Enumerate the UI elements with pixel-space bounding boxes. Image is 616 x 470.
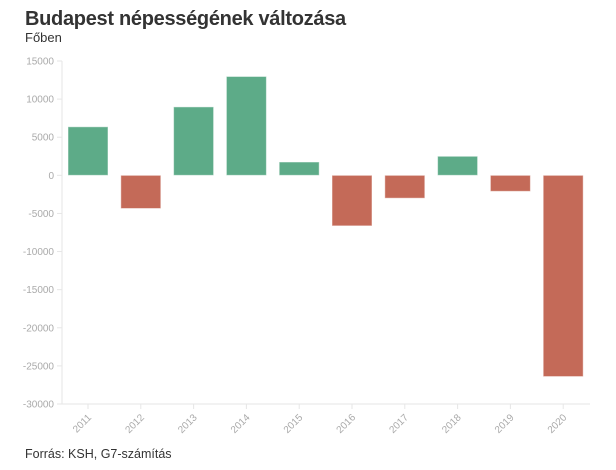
x-tick-label: 2019 [493, 412, 517, 436]
bar-2018 [437, 155, 479, 176]
bar-2013 [173, 106, 215, 176]
x-tick-label: 2012 [123, 412, 147, 436]
y-tick-label: -15000 [23, 285, 55, 296]
y-tick-label: -20000 [23, 323, 55, 334]
chart-subtitle: Főben [25, 30, 62, 45]
x-tick-label: 2016 [335, 412, 359, 436]
bar-2019 [489, 174, 531, 192]
x-tick-label: 2017 [387, 412, 411, 436]
y-tick-label: -10000 [23, 247, 55, 258]
chart-title: Budapest népességének változása [25, 8, 346, 30]
x-tick-label: 2015 [282, 412, 306, 436]
source-note: Forrás: KSH, G7-számítás [25, 447, 172, 461]
x-tick-label: 2020 [546, 412, 570, 436]
y-tick-label: -30000 [23, 400, 55, 411]
y-tick-label: 15000 [26, 57, 54, 68]
bar-2014 [225, 75, 267, 176]
bar-2016 [331, 174, 373, 227]
y-tick-label: -5000 [28, 209, 54, 220]
bar-2020 [542, 174, 584, 378]
x-tick-label: 2011 [71, 412, 94, 435]
y-tick-label: -25000 [23, 361, 55, 372]
x-tick-label: 2018 [440, 412, 464, 436]
bar-2017 [384, 174, 426, 199]
y-tick-label: 0 [48, 171, 54, 182]
y-tick-label: 5000 [32, 133, 55, 144]
y-tick-label: 10000 [26, 95, 54, 106]
bar-2015 [278, 161, 320, 176]
x-tick-label: 2014 [229, 412, 253, 436]
bar-2011 [67, 126, 109, 176]
x-tick-label: 2013 [176, 412, 200, 436]
bar-2012 [120, 174, 162, 209]
